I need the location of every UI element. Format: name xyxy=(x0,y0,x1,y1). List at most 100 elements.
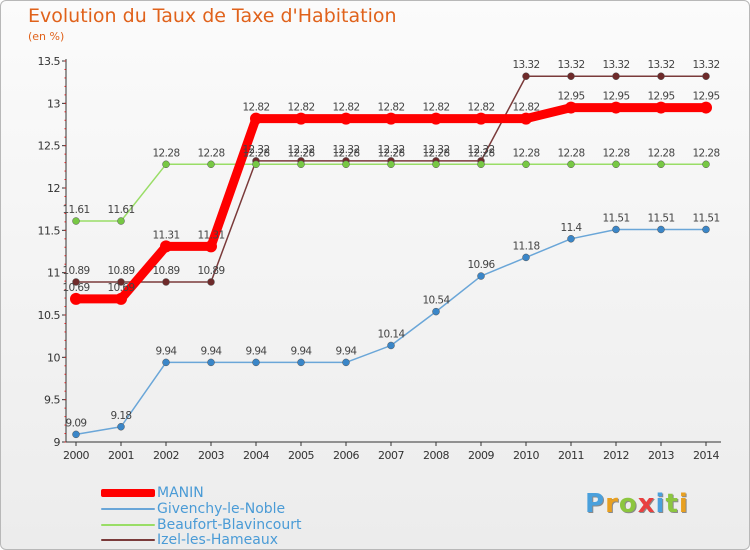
proxiti-logo: Proxiti xyxy=(585,489,689,519)
data-label: 12.82 xyxy=(287,102,314,114)
legend-item-izel: Izel-les-Hameaux xyxy=(101,532,278,548)
data-label: 9.94 xyxy=(246,345,268,357)
data-label: 12.32 xyxy=(332,144,359,156)
y-tick-label: 9.5 xyxy=(44,394,60,407)
data-point xyxy=(385,112,397,125)
data-label: 12.28 xyxy=(647,147,674,159)
data-label: 9.94 xyxy=(201,345,223,357)
data-label: 12.28 xyxy=(557,147,584,159)
logo-letter: r xyxy=(605,489,619,519)
data-label: 12.28 xyxy=(197,147,224,159)
legend-swatch-beaufort xyxy=(101,524,155,526)
chart-title: Evolution du Taux de Taxe d'Habitation xyxy=(28,5,397,27)
data-label: 10.89 xyxy=(197,265,224,277)
y-minor-tick xyxy=(64,416,66,418)
x-tick-label: 2002 xyxy=(153,449,179,462)
data-point xyxy=(657,160,665,169)
data-label: 12.28 xyxy=(152,147,179,159)
legend-item-beaufort: Beaufort-Blavincourt xyxy=(101,517,301,533)
data-point xyxy=(522,160,530,169)
data-label: 10.96 xyxy=(467,259,495,271)
data-label: 9.94 xyxy=(336,345,358,357)
data-label: 12.82 xyxy=(377,102,404,114)
data-point xyxy=(475,112,487,125)
data-label: 12.32 xyxy=(242,144,269,156)
data-label: 11.31 xyxy=(152,229,179,241)
data-label: 11.4 xyxy=(561,222,583,234)
data-point xyxy=(657,72,665,80)
data-label: 9.09 xyxy=(66,417,87,429)
data-label: 10.89 xyxy=(62,265,89,277)
y-minor-tick xyxy=(64,407,66,409)
data-label: 12.82 xyxy=(332,102,359,114)
data-label: 12.28 xyxy=(467,147,494,159)
legend-item-manin: MANIN xyxy=(101,485,204,501)
data-label: 12.28 xyxy=(332,147,359,159)
y-minor-tick xyxy=(64,94,66,96)
data-point xyxy=(117,423,125,431)
y-minor-tick xyxy=(64,119,66,121)
y-tick-label: 9 xyxy=(54,436,61,449)
y-tick-label: 11.5 xyxy=(38,224,61,237)
y-minor-tick xyxy=(64,424,66,426)
data-point xyxy=(387,341,395,350)
legend-item-givenchy: Givenchy-le-Noble xyxy=(101,501,285,517)
data-point xyxy=(432,160,440,169)
data-point xyxy=(250,112,262,125)
data-label: 13.32 xyxy=(602,59,629,71)
data-point xyxy=(117,217,125,225)
data-point xyxy=(432,307,440,316)
data-point xyxy=(700,101,712,114)
data-point xyxy=(297,358,305,367)
y-minor-tick xyxy=(64,390,66,392)
data-label: 13.32 xyxy=(512,59,539,71)
data-point xyxy=(117,278,125,286)
y-minor-tick xyxy=(64,382,66,384)
data-point xyxy=(567,160,575,169)
data-label: 12.82 xyxy=(512,102,539,114)
data-label: 12.95 xyxy=(647,91,674,103)
x-tick-label: 2007 xyxy=(378,449,404,462)
legend-label-izel: Izel-les-Hameaux xyxy=(157,532,278,548)
data-label: 12.82 xyxy=(242,102,269,114)
data-point xyxy=(522,253,530,262)
y-minor-tick xyxy=(64,441,66,443)
data-label: 12.32 xyxy=(377,144,404,156)
legend-label-givenchy: Givenchy-le-Noble xyxy=(157,501,286,517)
data-point xyxy=(207,278,215,286)
y-minor-tick xyxy=(64,221,66,223)
data-point xyxy=(342,160,350,169)
logo-letter: P xyxy=(585,489,606,519)
y-minor-tick xyxy=(64,399,66,401)
data-point xyxy=(565,101,577,114)
data-point xyxy=(612,72,620,80)
y-minor-tick xyxy=(64,255,66,257)
data-point xyxy=(72,217,80,225)
y-minor-tick xyxy=(64,280,66,282)
y-minor-tick xyxy=(64,339,66,341)
data-point xyxy=(207,358,215,367)
y-minor-tick xyxy=(64,179,66,181)
data-point xyxy=(612,225,620,234)
y-minor-tick xyxy=(64,289,66,291)
y-minor-tick xyxy=(64,263,66,265)
x-tick-label: 2001 xyxy=(108,449,134,462)
y-minor-tick xyxy=(64,102,66,104)
data-point xyxy=(340,112,352,125)
y-minor-tick xyxy=(64,297,66,299)
data-point xyxy=(162,358,170,367)
x-tick-label: 2014 xyxy=(693,449,719,462)
data-point xyxy=(567,72,575,80)
y-minor-tick xyxy=(64,162,66,164)
data-label: 9.18 xyxy=(111,410,132,422)
data-label: 11.31 xyxy=(197,229,224,241)
data-point xyxy=(430,112,442,125)
y-minor-tick xyxy=(64,170,66,172)
data-point xyxy=(252,160,260,169)
data-label: 10.89 xyxy=(107,265,134,277)
legend-label-manin: MANIN xyxy=(157,485,204,501)
y-minor-tick xyxy=(64,322,66,324)
data-label: 12.32 xyxy=(422,144,449,156)
